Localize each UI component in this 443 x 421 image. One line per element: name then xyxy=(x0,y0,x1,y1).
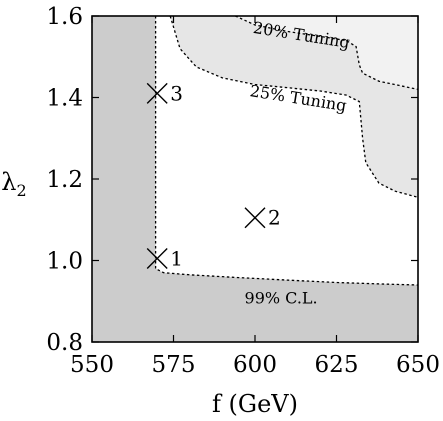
benchmark-point: 2 xyxy=(244,206,281,230)
benchmark-point: 3 xyxy=(146,81,183,105)
regions-layer xyxy=(92,16,418,342)
benchmark-point: 1 xyxy=(146,246,183,270)
y-axis-label-symbol: λ xyxy=(1,168,16,196)
boundary-excluded xyxy=(154,16,419,286)
point-label: 3 xyxy=(170,81,183,105)
y-tick-label: 1.2 xyxy=(46,167,83,193)
point-label: 2 xyxy=(268,206,281,230)
points-layer: 1 2 3 xyxy=(146,81,281,270)
ticks-layer: 550 575 600 625 650 0.8 1.0 1.2 1.4 1.6 xyxy=(46,4,440,378)
y-tick-label: 1.6 xyxy=(46,4,83,30)
region-excluded xyxy=(92,16,418,342)
x-tick-label: 550 xyxy=(70,352,114,378)
x-tick-label: 600 xyxy=(233,352,277,378)
boundaries-layer xyxy=(154,15,419,286)
x-tick-label: 625 xyxy=(315,352,359,378)
region-annotation: 99% C.L. xyxy=(245,288,318,307)
region-tuning_25 xyxy=(170,16,418,198)
y-axis-label: λ2 xyxy=(1,168,26,200)
point-marker-stroke xyxy=(146,82,168,104)
x-tick-label: 575 xyxy=(152,352,196,378)
y-tick-label: 1.4 xyxy=(46,86,83,112)
point-label: 1 xyxy=(170,246,183,270)
y-axis-label-subscript: 2 xyxy=(17,181,27,200)
y-tick-label: 0.8 xyxy=(46,330,83,356)
boundary-tuning_20 xyxy=(235,15,419,91)
x-tick-label: 650 xyxy=(396,352,440,378)
x-axis-label: f (GeV) xyxy=(212,390,298,418)
y-tick-label: 1.0 xyxy=(46,249,83,275)
point-marker-stroke xyxy=(244,207,266,229)
region-tuning_20 xyxy=(235,16,418,90)
point-marker-stroke xyxy=(146,247,168,269)
